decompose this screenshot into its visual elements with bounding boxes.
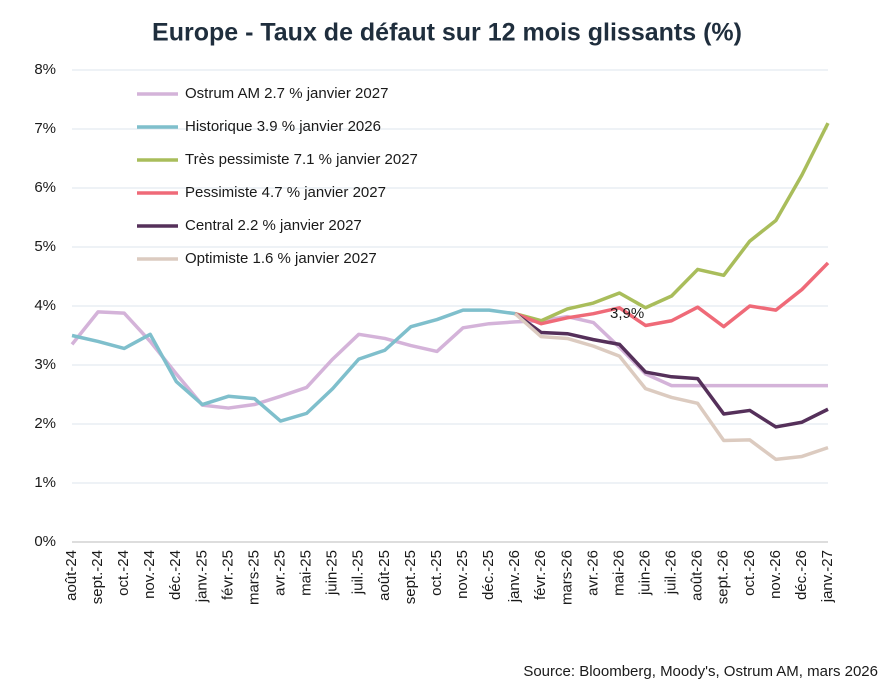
legend-label: Ostrum AM 2.7 % janvier 2027 <box>185 85 388 102</box>
x-tick-label: juin-25 <box>324 550 341 596</box>
y-tick-label: 3% <box>34 356 56 373</box>
series-line <box>514 122 830 323</box>
y-tick-label: 2% <box>34 415 56 432</box>
x-tick-label: avr.-26 <box>584 550 601 596</box>
legend-label: Très pessimiste 7.1 % janvier 2027 <box>185 151 418 168</box>
x-tick-label: déc.-24 <box>167 550 184 600</box>
series-line <box>514 261 830 329</box>
legend-label: Pessimiste 4.7 % janvier 2027 <box>185 184 386 201</box>
series-line <box>70 310 828 410</box>
x-tick-label: nov.-24 <box>141 550 158 599</box>
x-tick-label: août-25 <box>376 550 393 601</box>
x-tick-label: juin-26 <box>636 550 653 596</box>
x-tick-label: déc.-25 <box>480 550 497 600</box>
y-tick-label: 4% <box>34 297 56 314</box>
y-tick-label: 7% <box>34 120 56 137</box>
x-tick-label: juil.-25 <box>350 550 367 595</box>
legend-label: Optimiste 1.6 % janvier 2027 <box>185 250 377 267</box>
x-tick-label: mai-25 <box>298 550 315 596</box>
legend-label: Central 2.2 % janvier 2027 <box>185 217 362 234</box>
x-tick-label: janv.-26 <box>506 550 523 603</box>
series-line <box>71 308 516 423</box>
y-tick-label: 6% <box>34 179 56 196</box>
x-tick-label: mai-26 <box>610 550 627 596</box>
legend-label: Historique 3.9 % janvier 2026 <box>185 118 381 135</box>
x-tick-label: oct.-26 <box>741 550 758 596</box>
series-line <box>514 312 829 429</box>
x-tick-label: août-26 <box>689 550 706 601</box>
source: Source: Bloomberg, Moody's, Ostrum AM, m… <box>523 663 878 680</box>
x-tick-label: oct.-24 <box>115 550 132 596</box>
y-tick-label: 8% <box>34 61 56 78</box>
x-tick-label: sept.-26 <box>715 550 732 604</box>
x-tick-label: mars-26 <box>558 550 575 605</box>
x-tick-label: déc.-26 <box>793 550 810 600</box>
x-tick-label: sept.-24 <box>89 550 106 604</box>
x-tick-label: févr.-26 <box>532 550 549 600</box>
chart-title: Europe - Taux de défaut sur 12 mois glis… <box>152 19 742 47</box>
x-tick-label: août-24 <box>63 550 80 601</box>
x-tick-label: nov.-25 <box>454 550 471 599</box>
y-tick-label: 0% <box>34 533 56 550</box>
x-tick-label: avr.-25 <box>272 550 289 596</box>
x-tick-label: oct.-25 <box>428 550 445 596</box>
x-tick-label: janv.-25 <box>193 550 210 603</box>
series-line <box>514 312 829 462</box>
y-tick-label: 5% <box>34 238 56 255</box>
x-tick-label: févr.-25 <box>219 550 236 600</box>
y-tick-label: 1% <box>34 474 56 491</box>
x-tick-label: juil.-26 <box>663 550 680 595</box>
x-tick-label: janv.-27 <box>819 550 836 603</box>
x-tick-label: sept.-25 <box>402 550 419 604</box>
x-tick-label: mars-25 <box>245 550 262 605</box>
x-tick-label: nov.-26 <box>767 550 784 599</box>
annotation: 3,9% <box>610 305 644 322</box>
